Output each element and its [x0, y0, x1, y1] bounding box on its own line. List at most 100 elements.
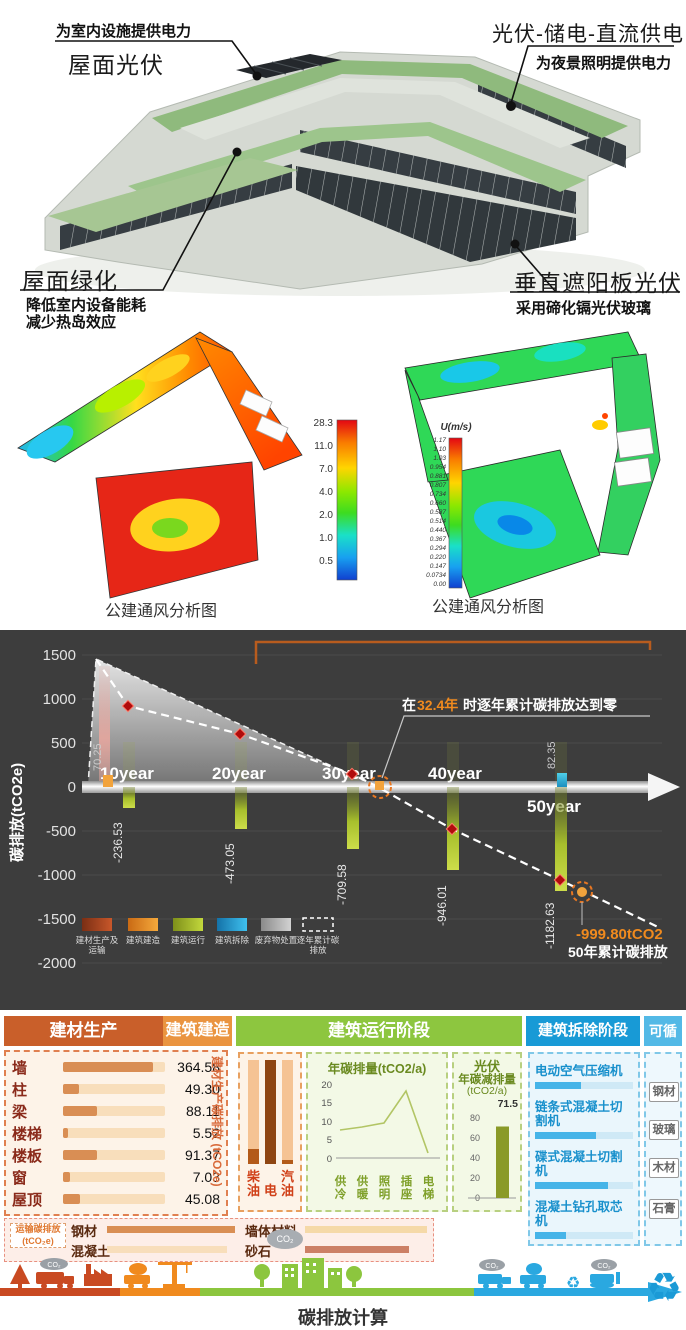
annotation-leader [381, 715, 650, 779]
svg-text:排放: 排放 [309, 945, 327, 955]
material-production-panel: 墙 364.58 柱 49.30 梁 88.11 楼梯 5.52 楼板 91.3… [4, 1050, 228, 1216]
scale-left-tick: 7.0 [319, 464, 333, 475]
svg-text:32.4年: 32.4年 [417, 697, 458, 713]
svg-text:0.367: 0.367 [430, 536, 447, 543]
svg-text:0.294: 0.294 [430, 545, 447, 552]
timeline-segment-production [0, 1288, 120, 1296]
dump-truck-icon [478, 1274, 511, 1289]
leader-dots [232, 71, 520, 249]
bulldozer-icon [590, 1272, 620, 1289]
machine-label: 链条式混凝土切割机 [535, 1100, 623, 1128]
endpoint-dot [577, 887, 587, 897]
pv-bar-chart: 80 60 40 20 0 [468, 1113, 516, 1203]
svg-text:-2000: -2000 [38, 955, 76, 972]
annotation-roof-pv: 屋面光伏 [68, 52, 164, 78]
scale-left-tick: 1.0 [319, 533, 333, 544]
line-category: 电梯 [422, 1176, 435, 1201]
transport-badge: 运输碳排放 (tCO₂e) [10, 1223, 66, 1249]
svg-text:0.220: 0.220 [430, 554, 447, 561]
co2-cloud-icon: CO₂ [267, 1229, 303, 1249]
mixer-truck-icon [520, 1263, 546, 1289]
svg-text:CO₂: CO₂ [597, 1263, 611, 1270]
svg-text:80: 80 [470, 1113, 480, 1123]
right-heatmap [404, 331, 661, 599]
trend-markers [121, 699, 567, 887]
y-axis-label: 碳排放(tCO2e) [8, 763, 26, 862]
annotation-night-lighting: 为夜景照明提供电力 [536, 55, 672, 72]
svg-text:在: 在 [402, 697, 416, 713]
bar-track [107, 1226, 235, 1233]
svg-text:0.954: 0.954 [430, 464, 447, 471]
svg-text:1.10: 1.10 [433, 446, 446, 453]
header-material-production: 建材生产 [4, 1016, 163, 1046]
trees-icon [254, 1264, 362, 1287]
svg-text:0: 0 [68, 779, 76, 796]
svg-text:1500: 1500 [43, 647, 76, 664]
svg-text:0.440: 0.440 [430, 527, 447, 534]
line-category: 照明 [378, 1176, 391, 1201]
svg-text:1000: 1000 [43, 691, 76, 708]
recyclable-item: 玻璃 [649, 1120, 679, 1140]
table-row: 墙 364.58 [12, 1057, 220, 1078]
cumulative-trend-line [95, 658, 661, 929]
top-bracket [254, 640, 652, 664]
fuel-bar-track [248, 1060, 259, 1164]
lifecycle-timeline: CO₂ [0, 1258, 686, 1310]
ventilation-maps: 28.3 11.0 7.0 4.0 2.0 1.0 0.5 U(m/s) 1.1… [17, 331, 661, 599]
scale-left-tick: 11.0 [314, 441, 333, 452]
bar-track [305, 1246, 427, 1253]
recyclable-item: 钢材 [649, 1082, 679, 1102]
demolition-panel: 电动空气压缩机 链条式混凝土切割机 碟式混凝土切割机 混凝土钻孔取芯机 [528, 1052, 640, 1246]
demolition-bar-label: 82.35 [546, 741, 558, 769]
recyclable-item: 石膏 [649, 1199, 679, 1219]
table-row: 梁 88.11 [12, 1103, 220, 1121]
svg-text:0.514: 0.514 [430, 518, 447, 525]
bar-fill [535, 1232, 567, 1239]
fuel-bar-fill [282, 1159, 293, 1164]
pv-title: 年碳减排量 [458, 1074, 516, 1086]
svg-text:时逐年累计碳排放达到零: 时逐年累计碳排放达到零 [463, 697, 618, 713]
table-row: 楼梯 5.52 [12, 1125, 220, 1143]
timeline-segment-operation [200, 1288, 474, 1296]
building-render [20, 40, 680, 296]
fuel-bar-fill [265, 1060, 276, 1164]
annotation-cdte-glass: 采用碲化镉光伏玻璃 [516, 300, 652, 317]
svg-text:1.17: 1.17 [433, 437, 446, 444]
annual-emission-panel: 年碳排量(tCO2/a) 20 15 10 5 0 供冷 供暖 照明 插座 电梯 [306, 1052, 448, 1212]
zero-cross-annotation: 在 32.4年 时逐年累计碳排放达到零 [402, 697, 618, 713]
terrace-green-band [128, 122, 586, 198]
machine-label: 混凝土钻孔取芯机 [535, 1200, 623, 1228]
svg-text:-1182.63: -1182.63 [543, 902, 557, 949]
svg-text:60: 60 [470, 1133, 480, 1143]
pv-yticks: 80 60 40 20 0 [470, 1113, 480, 1203]
svg-text:0.807: 0.807 [430, 482, 447, 489]
bar-track [535, 1182, 633, 1189]
svg-text:20: 20 [470, 1173, 480, 1183]
bar-track [107, 1246, 233, 1253]
svg-text:40: 40 [470, 1153, 480, 1163]
color-scale-right: U(m/s) 1.17 1.10 1.03 0.954 0.881 0.807 … [426, 422, 472, 589]
svg-text:5: 5 [327, 1135, 332, 1146]
fuel-bars-panel: 柴油 电 汽油 [238, 1052, 302, 1212]
left-heatmap [17, 331, 303, 599]
fuel-label: 电 [263, 1183, 277, 1198]
recyclable-panel: 钢材 玻璃 木材 石膏 [644, 1052, 682, 1246]
svg-text:建筑建造: 建筑建造 [126, 935, 161, 945]
svg-text:0.587: 0.587 [430, 509, 447, 516]
caption-ventilation-right: 公建通风分析图 [432, 599, 545, 616]
line-category: 插座 [400, 1176, 413, 1201]
annotation-power-indoor: 为室内设施提供电力 [56, 23, 192, 40]
operation-bar-labels: -236.53 -473.05 -709.58 -946.01 -1182.63 [111, 822, 557, 949]
carbon-chart-section: 1500 1000 500 0 -500 -1000 -1500 -2000 碳… [0, 630, 686, 1010]
svg-text:运输: 运输 [88, 945, 106, 955]
endpoint-caption: 50年累计碳排放 [568, 944, 669, 960]
annotation-reduce-energy: 降低室内设备能耗 [26, 297, 147, 314]
scale-left-tick: 2.0 [319, 510, 333, 521]
machine-label: 电动空气压缩机 [535, 1064, 623, 1078]
roof-green-band [152, 60, 628, 138]
transport-row-label: 混凝土 [71, 1244, 111, 1259]
y-axis-ticks: 1500 1000 500 0 -500 -1000 -1500 -2000 [38, 647, 76, 972]
line-category: 供冷 [334, 1176, 347, 1201]
svg-text:-236.53: -236.53 [111, 822, 125, 863]
co2-cloud-icon: CO₂ [591, 1259, 617, 1271]
